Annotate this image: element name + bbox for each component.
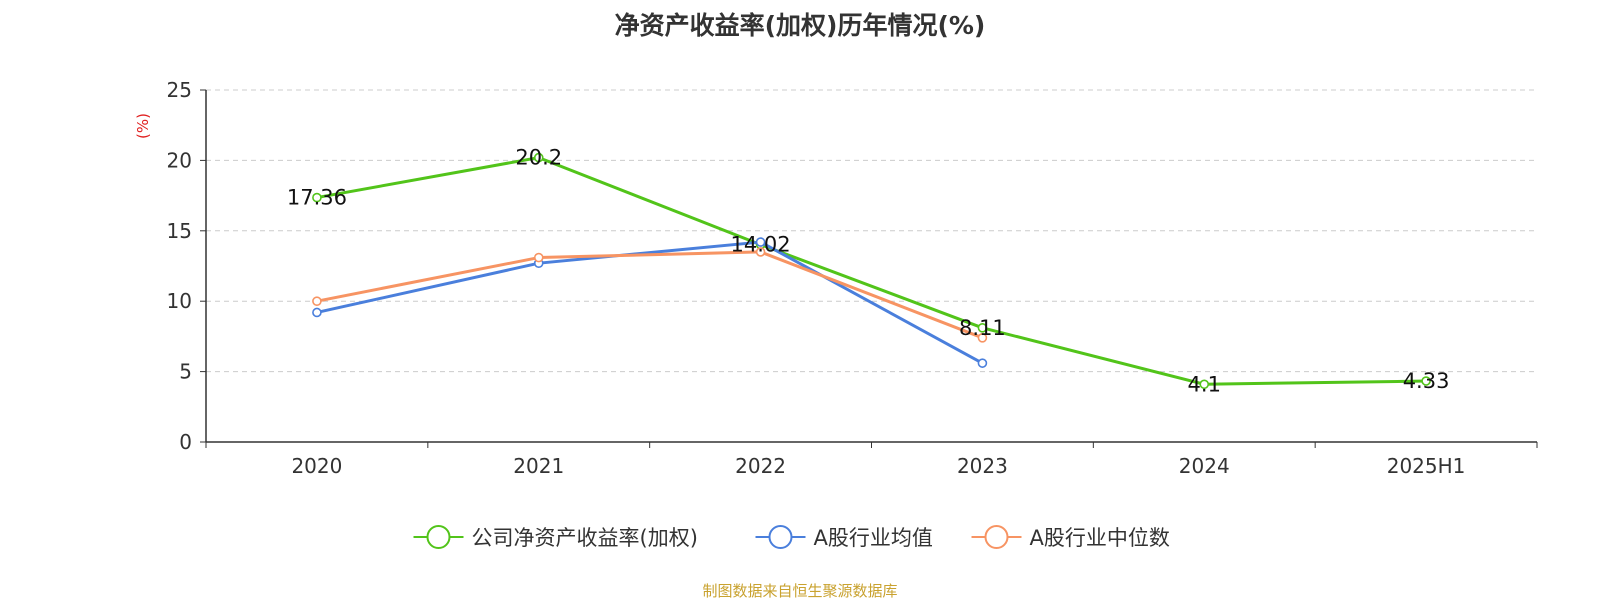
grid-lines: [206, 89, 1537, 373]
data-point[interactable]: [312, 192, 322, 203]
y-tick-label: 0: [179, 430, 192, 454]
legend-label: A股行业中位数: [1030, 526, 1170, 550]
legend-label: A股行业均值: [814, 526, 933, 550]
x-tick-label: 2020: [291, 454, 342, 478]
data-point[interactable]: [755, 247, 766, 257]
legend-label: 公司净资产收益率(加权): [472, 526, 698, 550]
legend: 公司净资产收益率(加权) A股行业均值 A股行业中位数: [413, 525, 1170, 550]
legend-item-1[interactable]: A股行业均值: [755, 525, 933, 550]
y-tick-label: 5: [179, 360, 192, 384]
data-label: 4.1: [1188, 372, 1221, 396]
series-line-1: [316, 240, 984, 365]
x-tick-label: 2025H1: [1387, 454, 1466, 478]
data-point[interactable]: [1199, 379, 1210, 390]
legend-item-2[interactable]: A股行业中位数: [971, 525, 1170, 550]
x-tick-label: 2023: [957, 454, 1008, 478]
y-tick-label: 25: [167, 78, 192, 102]
series-lines: [312, 152, 1431, 390]
x-tick-label: 2022: [735, 454, 786, 478]
series-line-0: [316, 156, 1427, 386]
legend-item-0[interactable]: 公司净资产收益率(加权): [413, 525, 698, 550]
data-label: 17.36: [287, 186, 347, 210]
data-point[interactable]: [977, 323, 988, 333]
data-label: 20.2: [515, 146, 562, 170]
data-point[interactable]: [977, 333, 988, 343]
data-point[interactable]: [977, 358, 988, 368]
axes: 0 5 10 15 20 25 2020 2021 2022 2023 2024 2025H1: [167, 78, 1538, 478]
data-label: 4.33: [1403, 369, 1450, 393]
series-line-2: [316, 250, 983, 340]
data-labels: 17.36 20.2 14.02 8.11 4.1 4.33: [287, 146, 1450, 397]
data-label: 14.02: [731, 233, 791, 257]
y-tick-label: 10: [167, 289, 192, 313]
chart-title: 净资产收益率(加权)历年情况(%): [614, 11, 986, 40]
data-point[interactable]: [533, 152, 544, 163]
y-tick-label: 20: [167, 148, 192, 172]
data-point[interactable]: [755, 237, 766, 247]
source-note: 制图数据来自恒生聚源数据库: [702, 582, 898, 600]
y-tick-label: 15: [167, 219, 192, 243]
y-axis-label: (%): [134, 113, 152, 139]
data-point[interactable]: [312, 307, 322, 318]
data-point[interactable]: [1421, 376, 1431, 386]
legend-marker: [984, 525, 1009, 549]
x-tick-label: 2021: [513, 454, 564, 478]
data-label: 8.11: [959, 316, 1006, 340]
data-point[interactable]: [312, 296, 322, 307]
x-tick-label: 2024: [1179, 454, 1230, 478]
legend-marker: [768, 525, 793, 549]
y-axis-label-group: (%): [134, 113, 152, 139]
data-point[interactable]: [533, 252, 544, 263]
legend-marker: [426, 525, 451, 549]
